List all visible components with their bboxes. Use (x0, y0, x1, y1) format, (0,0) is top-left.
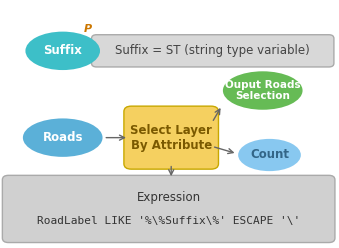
Ellipse shape (223, 71, 302, 110)
Text: Expression: Expression (137, 191, 201, 204)
FancyBboxPatch shape (124, 106, 218, 169)
Text: Roads: Roads (42, 131, 83, 144)
FancyBboxPatch shape (92, 35, 334, 67)
Ellipse shape (238, 139, 301, 171)
Text: Suffix = ST (string type variable): Suffix = ST (string type variable) (115, 44, 310, 57)
Text: RoadLabel LIKE '%\%Suffix\%' ESCAPE '\': RoadLabel LIKE '%\%Suffix\%' ESCAPE '\' (37, 216, 300, 226)
Text: Ouput Roads
Selection: Ouput Roads Selection (225, 80, 301, 101)
Text: Select Layer
By Attribute: Select Layer By Attribute (130, 124, 212, 152)
Text: Count: Count (250, 149, 289, 161)
Text: P: P (83, 24, 92, 33)
Polygon shape (92, 45, 97, 57)
Ellipse shape (23, 119, 102, 157)
Ellipse shape (25, 32, 100, 70)
Text: Suffix: Suffix (43, 44, 82, 57)
FancyBboxPatch shape (2, 175, 335, 243)
